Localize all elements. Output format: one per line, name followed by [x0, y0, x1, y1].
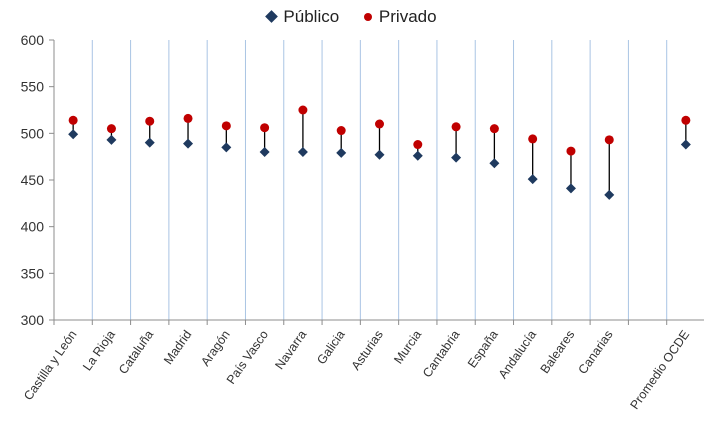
publico-point [604, 189, 615, 200]
x-category-label: Promedio OCDE [627, 328, 692, 412]
x-category-label: Asturias [349, 328, 386, 373]
x-category-label: Baleares [538, 328, 578, 376]
privado-point [68, 115, 78, 125]
x-category-label: Canarias [576, 328, 616, 377]
privado-point [528, 134, 538, 144]
publico-point [412, 150, 423, 161]
y-tick-label: 300 [21, 312, 45, 328]
publico-point [527, 174, 538, 185]
publico-point [106, 134, 117, 145]
y-tick-label: 400 [21, 219, 45, 235]
y-tick-label: 600 [21, 32, 45, 48]
publico-point [183, 138, 194, 149]
privado-point [183, 113, 193, 123]
x-category-label: Aragón [198, 328, 233, 369]
publico-point [297, 147, 308, 157]
legend-item-privado: Privado [363, 7, 437, 27]
publico-point [451, 152, 462, 163]
publico-point [374, 149, 385, 160]
publico-point [489, 158, 500, 169]
chart-legend: Público Privado [0, 6, 704, 27]
publico-point [259, 147, 270, 157]
publico-point [680, 139, 691, 150]
privado-point [413, 140, 423, 150]
y-tick-label: 450 [21, 172, 45, 188]
privado-point [145, 116, 155, 126]
x-category-label: Navarra [272, 328, 309, 372]
privado-point [106, 124, 116, 134]
x-category-label: Cataluña [116, 328, 156, 377]
publico-point [336, 147, 347, 158]
x-category-label: Galicia [314, 328, 347, 367]
legend-label-privado: Privado [378, 7, 437, 26]
privado-point [260, 123, 270, 133]
legend-item-publico: Público [265, 6, 340, 27]
legend-label-publico: Público [283, 6, 340, 26]
y-tick-label: 350 [21, 265, 45, 281]
x-category-label: Madrid [161, 328, 194, 367]
privado-point [336, 126, 346, 136]
x-category-label: Castilla y León [21, 328, 80, 403]
circle-marker-icon [363, 13, 372, 21]
privado-point [375, 119, 384, 129]
privado-point [221, 121, 231, 131]
x-category-label: Murcia [391, 328, 424, 367]
privado-point [566, 146, 576, 156]
x-category-label: Cantabria [420, 328, 463, 380]
privado-point [604, 135, 614, 145]
privado-point [681, 115, 691, 125]
privado-point [298, 105, 308, 115]
x-category-label: La Rioja [80, 328, 118, 374]
privado-point [451, 122, 461, 132]
publico-point [565, 183, 576, 194]
y-tick-label: 550 [21, 79, 45, 95]
privado-point [489, 124, 499, 134]
x-category-label: Andalucía [496, 328, 539, 382]
y-tick-label: 500 [21, 125, 45, 141]
publico-point [221, 142, 232, 153]
publico-point [144, 137, 155, 148]
publico-point [68, 129, 79, 140]
x-category-label: España [465, 328, 501, 371]
